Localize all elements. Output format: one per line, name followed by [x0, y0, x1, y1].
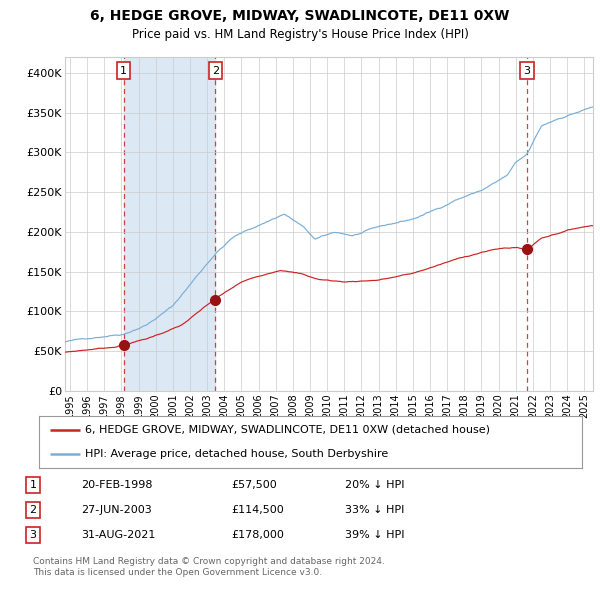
Text: This data is licensed under the Open Government Licence v3.0.: This data is licensed under the Open Gov…: [33, 568, 322, 577]
Text: Price paid vs. HM Land Registry's House Price Index (HPI): Price paid vs. HM Land Registry's House …: [131, 28, 469, 41]
Text: 6, HEDGE GROVE, MIDWAY, SWADLINCOTE, DE11 0XW: 6, HEDGE GROVE, MIDWAY, SWADLINCOTE, DE1…: [91, 9, 509, 24]
Text: 2: 2: [29, 505, 37, 514]
Text: 27-JUN-2003: 27-JUN-2003: [81, 505, 152, 514]
Text: HPI: Average price, detached house, South Derbyshire: HPI: Average price, detached house, Sout…: [85, 449, 388, 459]
Text: 20-FEB-1998: 20-FEB-1998: [81, 480, 152, 490]
Text: 3: 3: [523, 65, 530, 76]
Text: 2: 2: [212, 65, 219, 76]
Text: £114,500: £114,500: [231, 505, 284, 514]
Text: 31-AUG-2021: 31-AUG-2021: [81, 530, 155, 540]
Text: 1: 1: [120, 65, 127, 76]
Text: 6, HEDGE GROVE, MIDWAY, SWADLINCOTE, DE11 0XW (detached house): 6, HEDGE GROVE, MIDWAY, SWADLINCOTE, DE1…: [85, 425, 490, 435]
Text: 39% ↓ HPI: 39% ↓ HPI: [345, 530, 404, 540]
Text: 1: 1: [29, 480, 37, 490]
Text: 20% ↓ HPI: 20% ↓ HPI: [345, 480, 404, 490]
Text: 3: 3: [29, 530, 37, 540]
Bar: [124, 57, 215, 391]
Text: Contains HM Land Registry data © Crown copyright and database right 2024.: Contains HM Land Registry data © Crown c…: [33, 558, 385, 566]
Text: 33% ↓ HPI: 33% ↓ HPI: [345, 505, 404, 514]
Text: £178,000: £178,000: [231, 530, 284, 540]
Text: £57,500: £57,500: [231, 480, 277, 490]
